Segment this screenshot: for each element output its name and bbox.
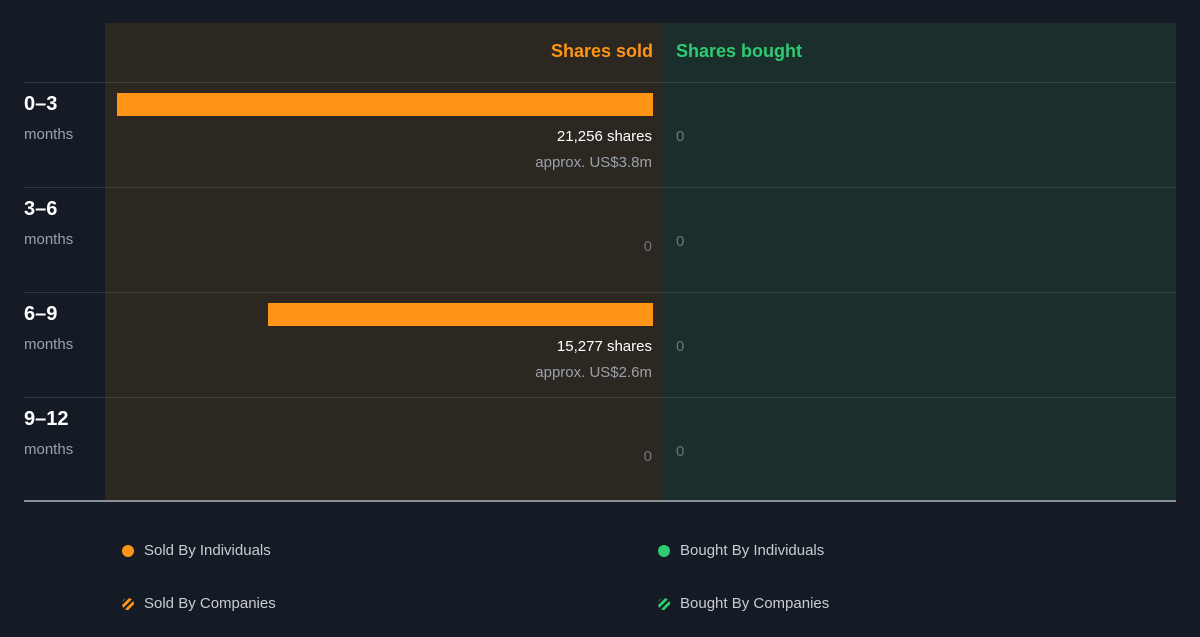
legend-sold-individuals: Sold By Individuals: [122, 542, 271, 560]
period-label: 6–9: [24, 303, 58, 325]
bought-individuals-dot-icon: [658, 545, 670, 557]
bought-zero-label: 0: [676, 233, 685, 250]
shares-bought-header: Shares bought: [676, 41, 803, 61]
bought-zero-label: 0: [676, 128, 685, 145]
period-unit: months: [24, 126, 74, 143]
period-unit: months: [24, 441, 74, 458]
period-unit: months: [24, 231, 74, 248]
row-separator: [24, 292, 1176, 293]
sold-individuals-dot-icon: [122, 545, 134, 557]
period-unit: months: [24, 336, 74, 353]
legend-label: Bought By Individuals: [680, 542, 825, 559]
sold-bar: [117, 93, 653, 116]
row-separator: [24, 397, 1176, 398]
chart-baseline: [24, 500, 1176, 502]
legend-bought-individuals: Bought By Individuals: [658, 542, 824, 560]
sold-bar: [268, 303, 653, 326]
legend-label: Bought By Companies: [680, 595, 830, 612]
sold-value-label: 21,256 shares: [556, 128, 652, 145]
sold-value-label: 15,277 shares: [556, 338, 652, 355]
sold-companies-hatched-dot-icon: [122, 598, 134, 610]
period-label: 0–3: [24, 93, 58, 115]
legend-label: Sold By Individuals: [144, 542, 271, 559]
legend-sold-companies: Sold By Companies: [122, 595, 276, 613]
period-label: 3–6: [24, 198, 58, 220]
sold-zero-label: 0: [643, 238, 652, 255]
period-label: 9–12: [24, 408, 69, 430]
bought-zero-label: 0: [676, 338, 685, 355]
row-separator: [24, 82, 1176, 83]
legend-bought-companies: Bought By Companies: [658, 595, 829, 613]
sold-approx-value: approx. US$2.6m: [535, 364, 652, 381]
sold-approx-value: approx. US$3.8m: [535, 154, 652, 171]
row-separator: [24, 187, 1176, 188]
bought-companies-hatched-dot-icon: [658, 598, 670, 610]
sold-zero-label: 0: [643, 448, 652, 465]
bought-panel: [663, 23, 1176, 501]
shares-sold-header: Shares sold: [550, 41, 653, 61]
bought-zero-label: 0: [676, 443, 685, 460]
legend-label: Sold By Companies: [144, 595, 276, 612]
